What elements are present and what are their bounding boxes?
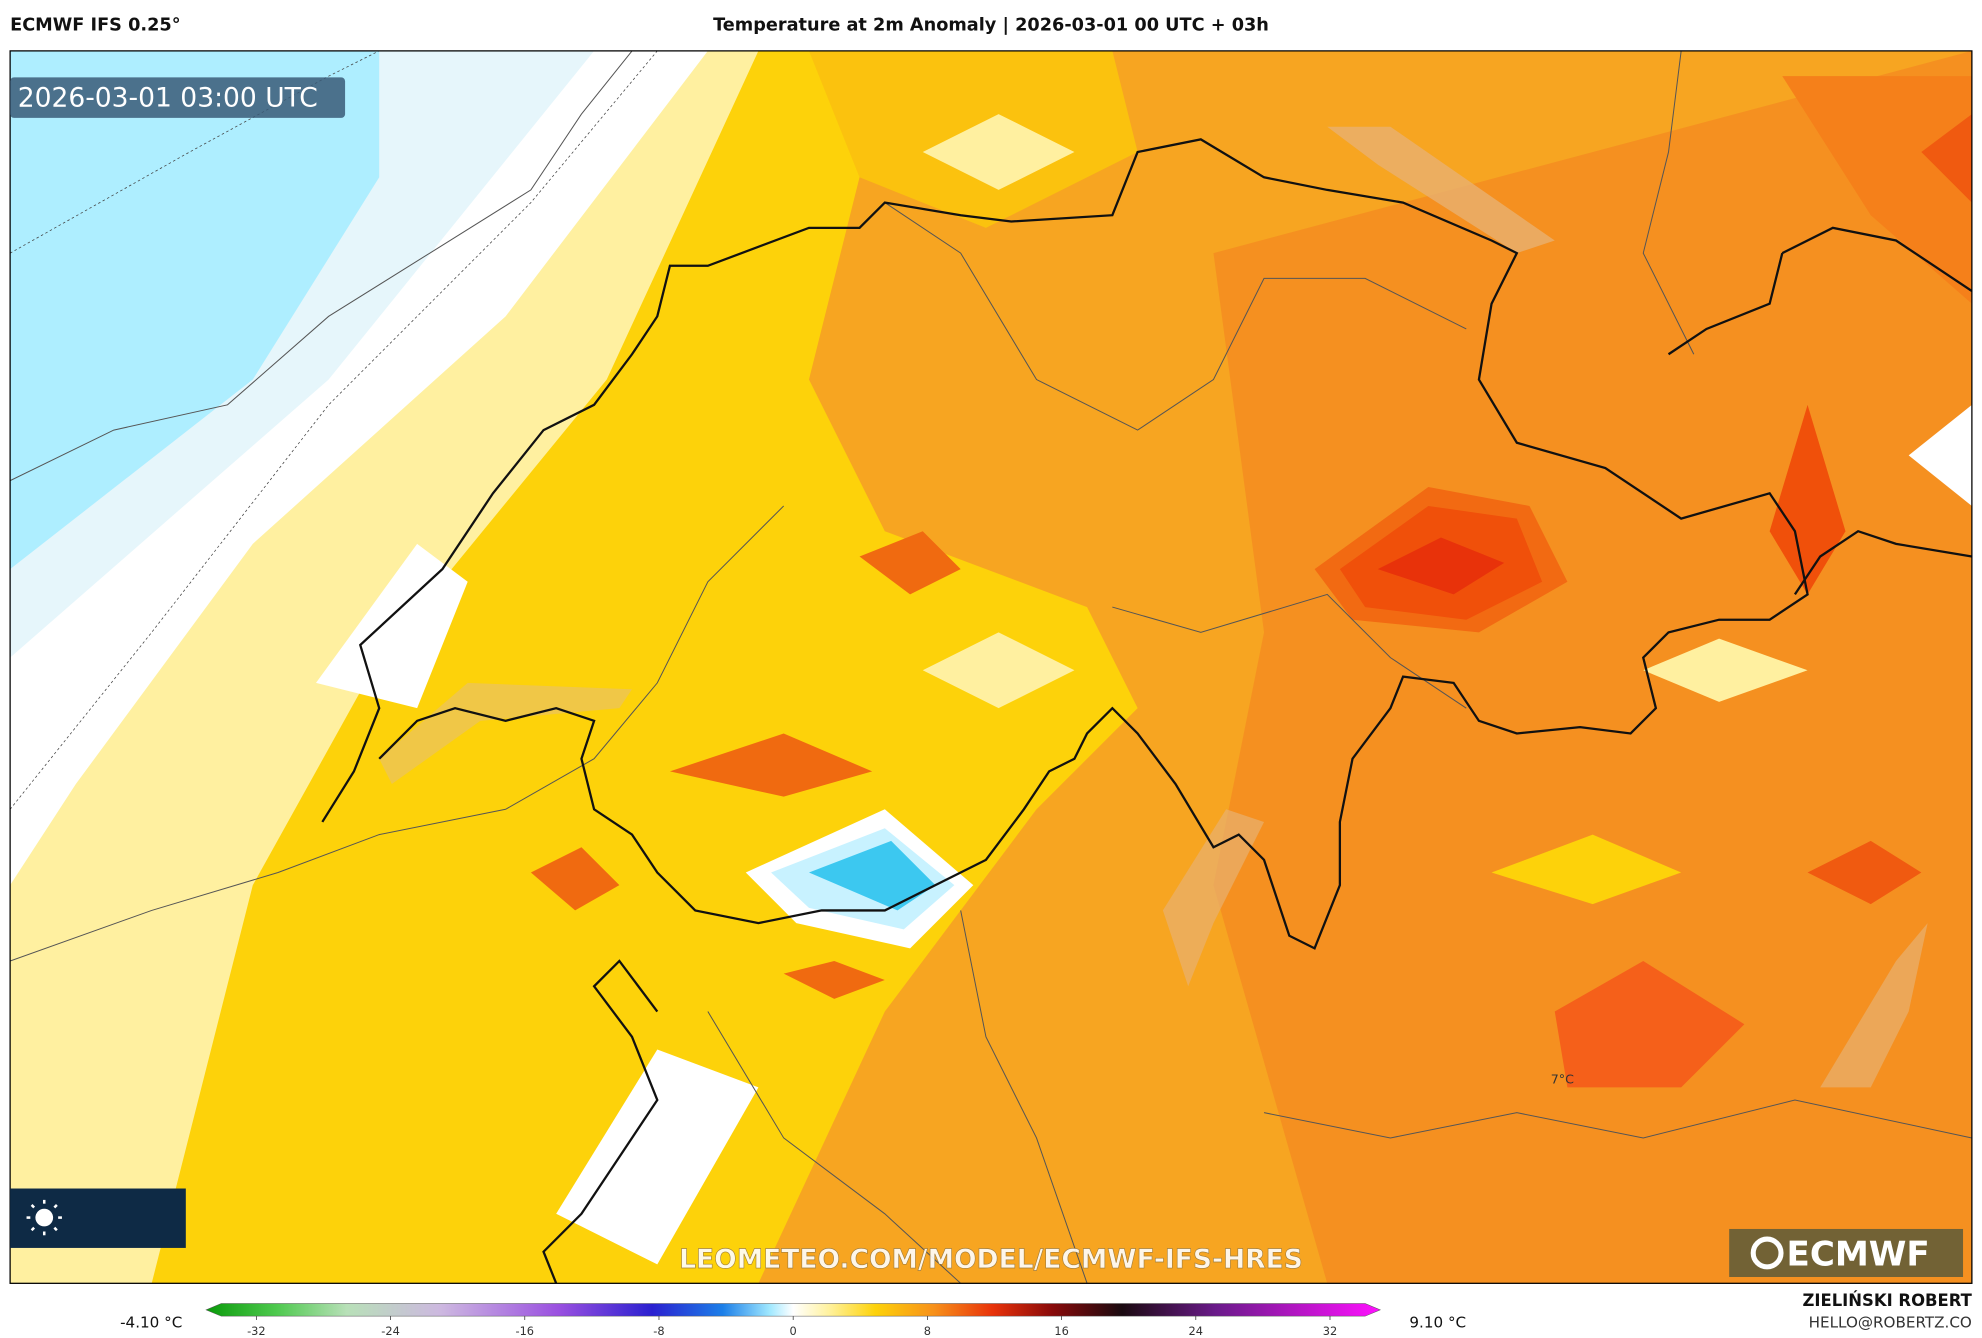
country-border bbox=[1667, 252, 1784, 356]
anomaly-field bbox=[316, 543, 468, 709]
logo-icon bbox=[1750, 1236, 1784, 1270]
colorbar-tick-label: -8 bbox=[653, 1324, 664, 1338]
colorbar-ticks: -32 -24 -16 -8 0 8 16 24 32 bbox=[247, 1316, 1337, 1338]
country-border bbox=[1781, 226, 1972, 293]
admin-boundary bbox=[1112, 593, 1467, 709]
admin-boundary bbox=[1642, 50, 1695, 355]
anomaly-field bbox=[10, 50, 380, 570]
colorbar-tick-label: 16 bbox=[1054, 1324, 1068, 1338]
colorbar-tick-label: 24 bbox=[1189, 1324, 1203, 1338]
colorbar-max: 9.10 °C bbox=[1409, 1314, 1466, 1332]
country-border bbox=[542, 959, 659, 1284]
meteo-badge bbox=[10, 1188, 186, 1248]
lake bbox=[1162, 809, 1265, 987]
anomaly-field bbox=[556, 1049, 759, 1265]
anomaly-field bbox=[922, 632, 1075, 709]
country-border bbox=[321, 138, 1809, 950]
anomaly-field bbox=[1921, 114, 1972, 203]
admin-boundary bbox=[707, 1011, 962, 1284]
colorbar-tick-label: -24 bbox=[381, 1324, 400, 1338]
anomaly-field bbox=[1782, 76, 1972, 304]
anomaly-field bbox=[1643, 638, 1808, 702]
lake bbox=[1820, 923, 1928, 1088]
logo-text: ECMWF bbox=[1787, 1235, 1930, 1275]
sun-rays bbox=[26, 1199, 62, 1236]
author: ZIELIŃSKI ROBERT bbox=[1802, 1291, 1972, 1310]
timestamp: 2026-03-01 03:00 UTC bbox=[18, 83, 318, 114]
anomaly-field bbox=[669, 733, 873, 797]
anomaly-field bbox=[783, 960, 885, 999]
lake bbox=[379, 682, 633, 785]
sun-icon bbox=[35, 1208, 54, 1227]
colorbar-min: -4.10 °C bbox=[120, 1314, 182, 1332]
contour bbox=[10, 50, 658, 810]
contour-label: 7°C bbox=[1551, 1072, 1574, 1087]
colorbar-tick-label: -16 bbox=[515, 1324, 534, 1338]
lake bbox=[1327, 126, 1555, 254]
model-name: ECMWF IFS 0.25° bbox=[10, 16, 180, 36]
admin-boundary bbox=[1263, 1099, 1972, 1139]
timestamp-box bbox=[10, 77, 346, 118]
email: HELLO@ROBERTZ.CO bbox=[1809, 1314, 1972, 1332]
anomaly-field bbox=[1769, 404, 1846, 595]
anomaly-field bbox=[1807, 840, 1922, 905]
anomaly-field bbox=[1554, 960, 1745, 1088]
admin-boundary bbox=[10, 505, 785, 962]
colorbar-tick-label: 0 bbox=[790, 1324, 797, 1338]
anomaly-field bbox=[922, 114, 1075, 190]
anomaly-field bbox=[859, 531, 961, 595]
anomaly-field bbox=[1908, 404, 1972, 506]
watermark: LEOMETEO.COM/MODEL/ECMWF-IFS-HRES bbox=[679, 1244, 1303, 1275]
map bbox=[10, 50, 1972, 1284]
admin-boundary bbox=[10, 50, 633, 482]
anomaly-field bbox=[530, 847, 620, 911]
admin-boundary bbox=[960, 910, 1088, 1284]
colorbar-tick-label: 32 bbox=[1323, 1324, 1337, 1338]
colorbar-tick-label: -32 bbox=[247, 1324, 266, 1338]
anomaly-field bbox=[1377, 537, 1505, 595]
colorbar-tick-label: 8 bbox=[924, 1324, 931, 1338]
chart-title: Temperature at 2m Anomaly | 2026-03-01 0… bbox=[713, 16, 1269, 36]
anomaly-field bbox=[808, 840, 936, 911]
admin-boundary bbox=[884, 202, 1467, 431]
country-border bbox=[1793, 529, 1972, 596]
colorbar bbox=[205, 1303, 1381, 1317]
anomaly-field bbox=[1491, 834, 1682, 905]
anomaly-field bbox=[1213, 50, 1972, 1284]
map-frame bbox=[9, 50, 1973, 1284]
